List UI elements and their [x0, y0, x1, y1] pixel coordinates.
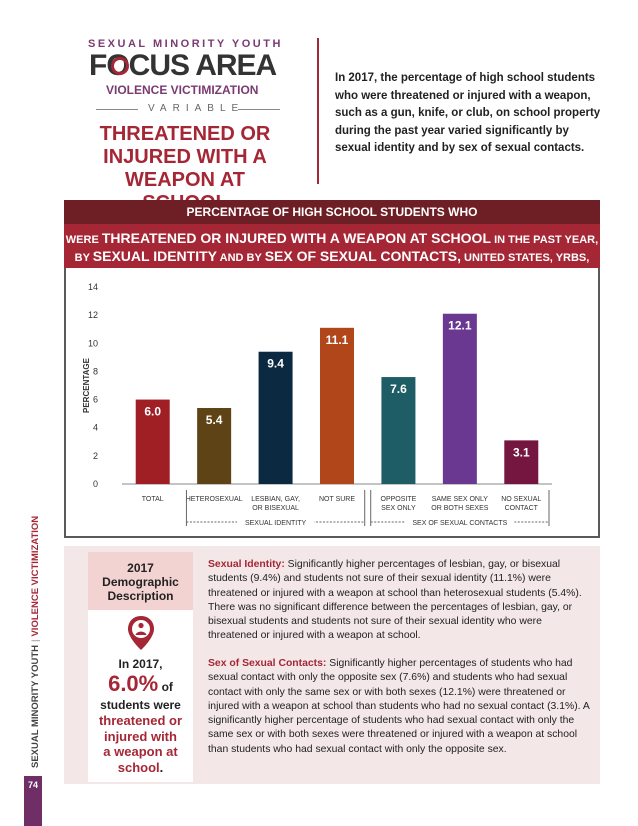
x-tick-label: LESBIAN, GAY, — [251, 496, 300, 503]
paragraph-text: Significantly higher percentages of lesb… — [208, 559, 582, 642]
bar — [258, 351, 293, 484]
focus-ring-icon — [111, 57, 129, 75]
demographic-highlight-line: injured with — [104, 728, 177, 744]
demographic-card-header: 2017 Demographic Description — [88, 552, 193, 610]
group-label: SEXUAL IDENTITY — [245, 520, 307, 527]
x-tick-label: HETEROSEXUAL — [186, 496, 243, 503]
x-tick-label: NO SEXUAL — [501, 496, 541, 503]
chart-title-text: BY — [74, 252, 93, 264]
bar — [381, 377, 416, 484]
chart-title-line3: BY SEXUAL IDENTITY AND BY SEX OF SEXUAL … — [64, 248, 600, 282]
chart-title-emphasis: THREATENED OR INJURED WITH A WEAPON AT S… — [101, 230, 492, 246]
y-tick-label: 14 — [88, 282, 98, 292]
demographic-percent-row: 6.0% of — [88, 671, 193, 700]
sexual-identity-paragraph: Sexual Identity: Significantly higher pe… — [208, 558, 592, 644]
y-tick-label: 10 — [88, 338, 98, 348]
x-tick-label: CONTACT — [505, 505, 539, 512]
demographic-highlight-last: school — [117, 759, 160, 775]
y-tick-label: 6 — [93, 395, 98, 405]
y-tick-label: 4 — [93, 423, 98, 433]
variable-title-line: INJURED WITH A — [103, 146, 267, 168]
chart-title-line2: WERE THREATENED OR INJURED WITH A WEAPON… — [64, 230, 600, 248]
demographic-highlight-line: a weapon at — [103, 744, 178, 759]
bar-chart: 0 2 4 6 8 10 12 14 PERCENTAGE 6.0 TOTAL 5.4 HETEROSE… — [82, 282, 552, 527]
bar-value-label: 3.1 — [513, 445, 530, 459]
paragraph-label: Sex of Sexual Contacts: — [208, 658, 327, 669]
bar — [135, 399, 170, 484]
variable-rule-right — [238, 109, 280, 110]
variable-title-line: THREATENED OR — [99, 123, 271, 145]
y-tick-label: 12 — [88, 310, 98, 320]
page-number: 74 — [27, 780, 38, 790]
chart-title-line1: PERCENTAGE OF HIGH SCHOOL STUDENTS WHO — [64, 200, 600, 224]
side-label-b: VIOLENCE VICTIMIZATION — [30, 515, 41, 637]
y-axis-label: PERCENTAGE — [82, 357, 91, 413]
chart-title-emphasis: SEX OF SEXUAL CONTACTS, — [264, 248, 461, 264]
bar-value-label: 6.0 — [144, 405, 161, 419]
eyebrow-title: SEXUAL MINORITY YOUTH — [88, 38, 283, 50]
x-tick-label: NOT SURE — [319, 496, 355, 503]
demographic-highlight-line: school. — [88, 760, 193, 776]
x-tick-label: TOTAL — [142, 496, 164, 503]
paragraph-text: Significantly higher percentages of stud… — [208, 658, 590, 755]
variable-label: VARIABLE — [148, 103, 245, 114]
demographic-highlight: threatened or injured with a weapon at s… — [88, 713, 193, 775]
header-divider — [317, 38, 319, 184]
demographic-title-line: Demographic — [102, 575, 179, 589]
variable-label-row: VARIABLE — [96, 103, 280, 117]
group-label-bg — [405, 517, 515, 527]
sex-of-contacts-paragraph: Sex of Sexual Contacts: Significantly hi… — [208, 657, 592, 757]
demographic-of: of — [158, 680, 173, 694]
group-label: SEX OF SEXUAL CONTACTS — [412, 520, 507, 527]
demographic-period: . — [159, 759, 164, 775]
x-tick-label: SAME SEX ONLY — [432, 496, 489, 503]
bar — [197, 408, 232, 484]
demographic-percent: 6.0% — [108, 671, 159, 696]
chart-title-band: WERE THREATENED OR INJURED WITH A WEAPON… — [64, 224, 600, 280]
x-tick-label: OR BOTH SEXES — [431, 505, 489, 512]
demographic-students-were: students were — [100, 698, 181, 712]
page-number-tab — [24, 776, 42, 826]
bar-value-label: 5.4 — [206, 413, 223, 427]
bar-value-label: 9.4 — [267, 357, 284, 371]
paragraph-label: Sexual Identity: — [208, 559, 285, 570]
bar-value-label: 7.6 — [390, 382, 407, 396]
y-tick-label: 0 — [93, 479, 98, 489]
location-pin-person-icon — [128, 616, 154, 650]
x-tick-label: OPPOSITE — [381, 496, 417, 503]
y-tick-label: 2 — [93, 451, 98, 461]
x-tick-label: OR BISEXUAL — [252, 505, 299, 512]
bar-value-label: 11.1 — [326, 333, 349, 347]
chart-title-emphasis: SEXUAL IDENTITY — [92, 248, 217, 264]
bar — [320, 327, 354, 484]
demographic-highlight-line: threatened or — [98, 713, 183, 728]
chart-title-text: WERE — [65, 234, 102, 246]
bar — [442, 313, 477, 484]
x-tick-label: SEX ONLY — [381, 505, 416, 512]
side-separator: | — [30, 639, 41, 642]
bar — [504, 440, 539, 484]
demographic-title-line: 2017 — [127, 561, 154, 575]
side-label-a: SEXUAL MINORITY YOUTH — [30, 645, 41, 768]
demographic-title-line: Description — [107, 589, 174, 603]
demographic-year: In 2017, — [118, 657, 163, 671]
chart-title-text: UNITED STATES, YRBS, 2017 — [319, 252, 590, 280]
chart-title-text: IN THE PAST YEAR, — [491, 234, 599, 246]
group-label-bg — [237, 517, 315, 527]
chart-title-text: AND BY — [217, 252, 265, 264]
y-tick-label: 8 — [93, 366, 98, 376]
variable-rule-left — [96, 109, 138, 110]
bar-value-label: 12.1 — [448, 319, 472, 333]
topic-title: VIOLENCE VICTIMIZATION — [106, 83, 259, 97]
side-running-title: SEXUAL MINORITY YOUTH | VIOLENCE VICTIMIZA… — [30, 516, 41, 768]
intro-text: In 2017, the percentage of high school s… — [335, 72, 601, 154]
